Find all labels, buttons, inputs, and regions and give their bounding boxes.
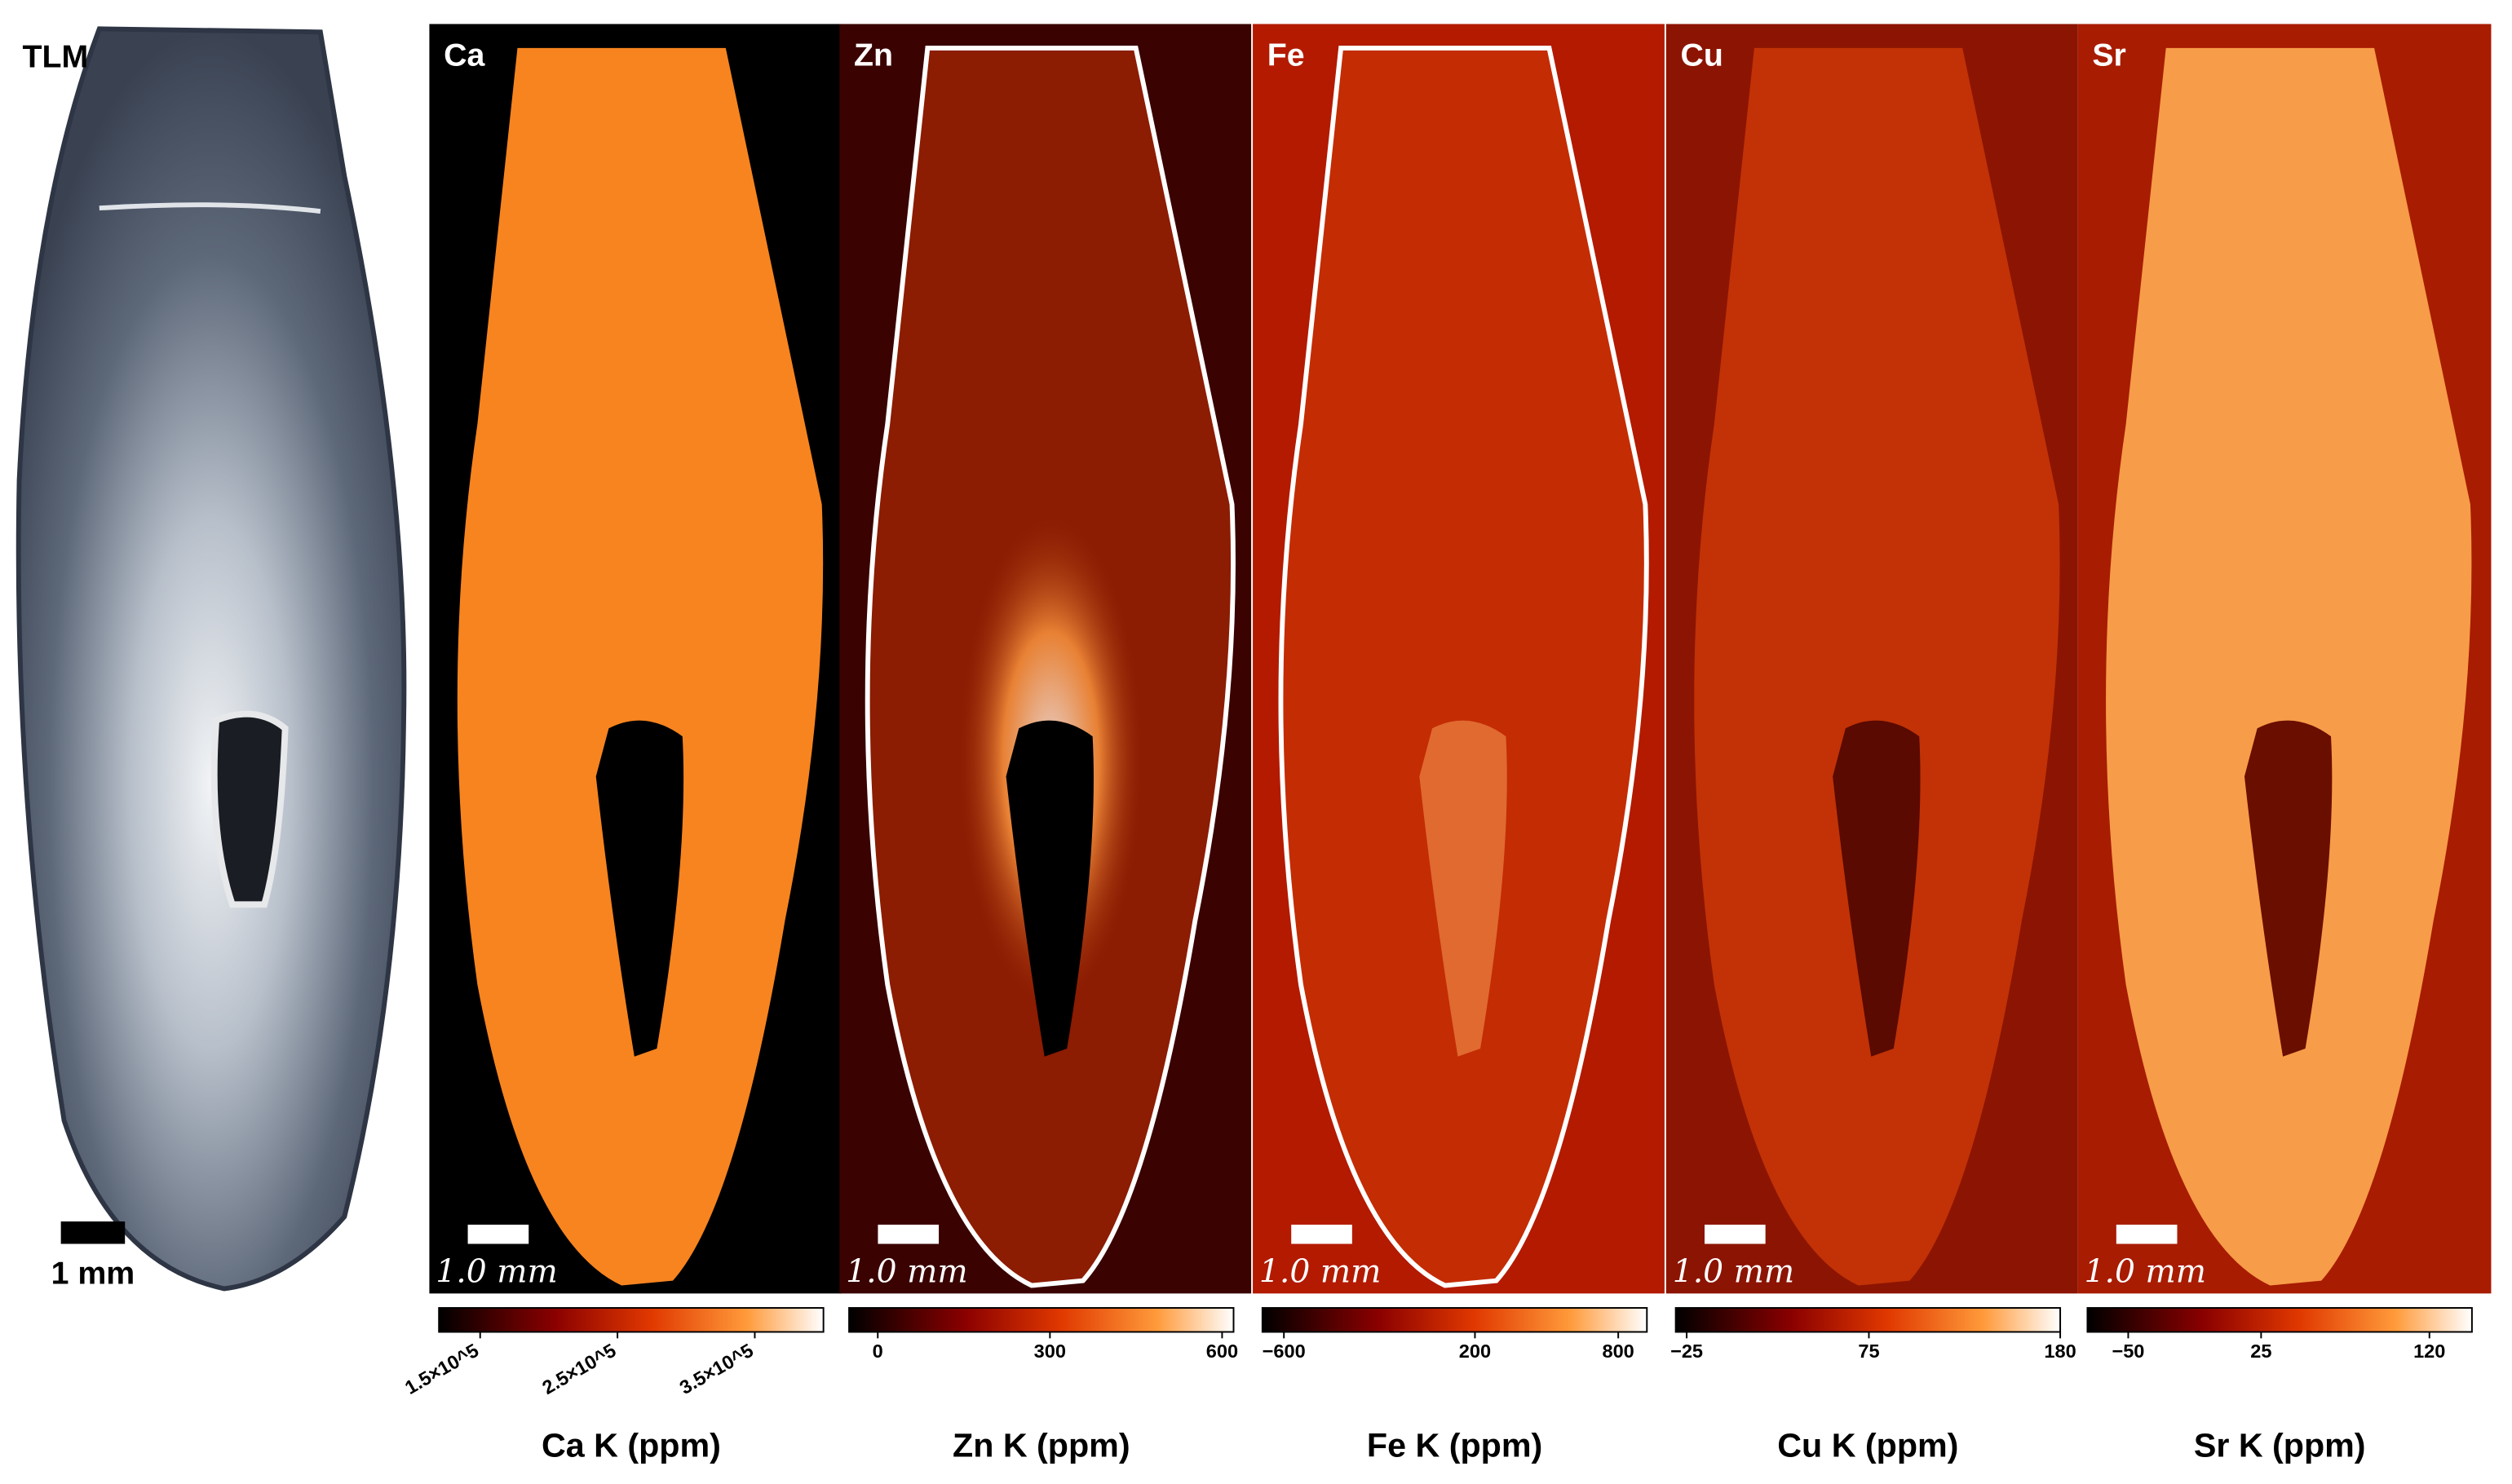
pulp-cavity — [595, 720, 684, 1057]
tooth-section — [1694, 47, 2060, 1286]
tlm-crack — [99, 202, 321, 214]
map-panel: Ca 1.0 mm — [429, 24, 842, 1294]
pulp-cavity — [1006, 720, 1094, 1057]
colorbar-tick-label: 300 — [1034, 1340, 1066, 1362]
element-label: Ca — [444, 38, 485, 73]
colorbar-tick-label: 200 — [1459, 1340, 1491, 1362]
element-label: Fe — [1267, 38, 1305, 73]
map-panel: Cu 1.0 mm — [1665, 24, 2078, 1294]
scale-label: 1.0 mm — [436, 1254, 557, 1291]
colorbar-tick-label: 0 — [873, 1340, 883, 1362]
colorbar-tick-label: −50 — [2112, 1340, 2144, 1362]
element-label: Sr — [2092, 38, 2125, 73]
scale-label: 1.0 mm — [1673, 1254, 1794, 1291]
scale-bar — [2116, 1224, 2178, 1244]
tlm-scale-bar — [60, 1221, 126, 1244]
colorbar-tick-label: 800 — [1602, 1340, 1634, 1362]
element-label: Cu — [1681, 38, 1723, 73]
tooth-section — [2106, 47, 2472, 1286]
colorbar-title: Sr K (ppm) — [2194, 1427, 2366, 1464]
scale-bar — [1291, 1224, 1352, 1244]
tlm-scale-label: 1 mm — [51, 1256, 135, 1292]
scale-label: 1.0 mm — [2085, 1254, 2206, 1291]
colorbar-title: Fe K (ppm) — [1367, 1427, 1542, 1464]
scale-bar — [1705, 1224, 1766, 1244]
colorbar — [848, 1307, 1235, 1333]
pulp-cavity — [2244, 720, 2333, 1057]
tlm-label: TLM — [23, 38, 89, 74]
colorbar-tick-label: 120 — [2413, 1340, 2445, 1362]
colorbar-title: Ca K (ppm) — [542, 1427, 721, 1464]
colorbar — [438, 1307, 825, 1333]
colorbar — [2086, 1307, 2473, 1333]
tlm-pulp — [210, 710, 289, 908]
scale-bar — [878, 1224, 940, 1244]
tooth-section — [1278, 45, 1649, 1288]
element-label: Zn — [854, 38, 893, 73]
scale-bar — [467, 1224, 529, 1244]
pulp-cavity — [1419, 720, 1507, 1057]
colorbar-tick-label: 180 — [2044, 1340, 2076, 1362]
scale-label: 1.0 mm — [1259, 1254, 1381, 1291]
colorbar-tick-label: 3.5×10^5 — [676, 1340, 757, 1398]
colorbar-tick-label: −600 — [1263, 1340, 1306, 1362]
map-panels: Ca 1.0 mm Zn 1.0 mm Fe 1.0 mm Cu 1.0 mm Sr 1.0 mm — [429, 24, 2492, 1294]
colorbar-tick-label: 25 — [2250, 1340, 2271, 1362]
colorbar-title: Zn K (ppm) — [953, 1427, 1130, 1464]
colorbar-tick-label: 75 — [1858, 1340, 1879, 1362]
tlm-panel: TLM 1 mm — [15, 26, 407, 1292]
colorbar-tick-label: 1.5×10^5 — [401, 1340, 482, 1398]
tooth-section — [457, 47, 824, 1286]
colorbar-tick-label: 2.5×10^5 — [538, 1340, 619, 1398]
colorbar-title: Cu K (ppm) — [1777, 1427, 1958, 1464]
scale-label: 1.0 mm — [846, 1254, 967, 1291]
colorbar-tick-label: 600 — [1206, 1340, 1238, 1362]
map-panel: Sr 1.0 mm — [2077, 24, 2492, 1294]
map-panel: Zn 1.0 mm — [839, 24, 1252, 1294]
colorbar-tick-label: −25 — [1670, 1340, 1703, 1362]
pulp-cavity — [1833, 720, 1921, 1057]
map-panel: Fe 1.0 mm — [1253, 24, 1665, 1294]
colorbar — [1674, 1307, 2062, 1333]
tlm-tooth — [15, 26, 407, 1292]
colorbar — [1261, 1307, 1648, 1333]
